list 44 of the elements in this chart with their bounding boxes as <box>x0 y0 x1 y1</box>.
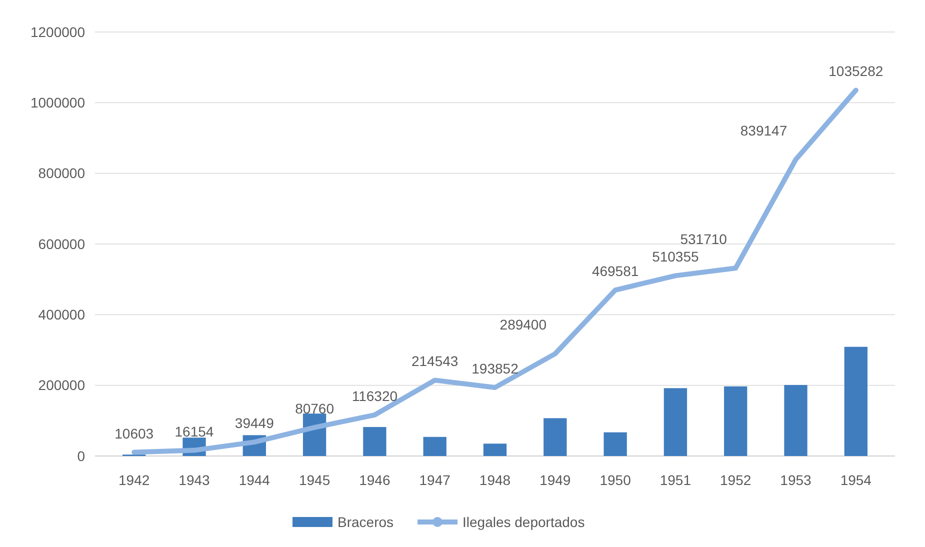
data-label: 16154 <box>174 423 214 440</box>
y-tick-label: 0 <box>77 448 86 464</box>
x-tick-label: 1942 <box>118 472 150 488</box>
bar <box>844 346 868 456</box>
data-label: 510355 <box>652 248 700 265</box>
bar <box>604 432 627 456</box>
y-tick-label: 800000 <box>38 165 86 182</box>
x-tick-label: 1948 <box>479 472 511 488</box>
x-tick-label: 1950 <box>600 472 632 488</box>
x-tick-label: 1945 <box>298 472 330 488</box>
x-tick-label: 1953 <box>780 472 812 488</box>
data-label: 193852 <box>472 360 519 377</box>
x-tick-label: 1943 <box>178 472 210 488</box>
y-tick-label: 1000000 <box>30 94 86 111</box>
data-label: 1035282 <box>828 63 884 80</box>
bar <box>423 436 446 456</box>
bar <box>363 427 386 456</box>
legend-label: Braceros <box>338 514 394 530</box>
data-label: 214543 <box>411 353 458 370</box>
x-tick-label: 1944 <box>238 472 270 488</box>
bar <box>784 384 808 456</box>
bar <box>724 386 748 456</box>
data-label: 469581 <box>592 263 639 280</box>
data-label: 289400 <box>500 316 547 333</box>
y-tick-label: 600000 <box>38 236 86 252</box>
x-tick-label: 1954 <box>840 472 872 488</box>
data-label: 80760 <box>295 400 334 416</box>
bar <box>664 388 688 456</box>
x-tick-label: 1947 <box>419 472 451 488</box>
data-label: 39449 <box>234 415 274 432</box>
x-tick-label: 1951 <box>660 472 692 488</box>
data-label: 10603 <box>114 425 154 442</box>
data-label: 116320 <box>352 388 398 404</box>
data-label: 839147 <box>740 122 788 138</box>
y-tick-label: 200000 <box>38 377 86 394</box>
x-tick-label: 1949 <box>540 472 571 488</box>
y-tick-label: 1200000 <box>30 24 86 40</box>
data-label: 531710 <box>680 231 728 248</box>
x-tick-label: 1946 <box>359 472 390 488</box>
legend-label: Ilegales deportados <box>462 514 585 530</box>
bar <box>483 444 507 456</box>
x-tick-label: 1952 <box>720 472 752 488</box>
bar <box>544 418 567 456</box>
y-tick-label: 400000 <box>38 306 86 323</box>
